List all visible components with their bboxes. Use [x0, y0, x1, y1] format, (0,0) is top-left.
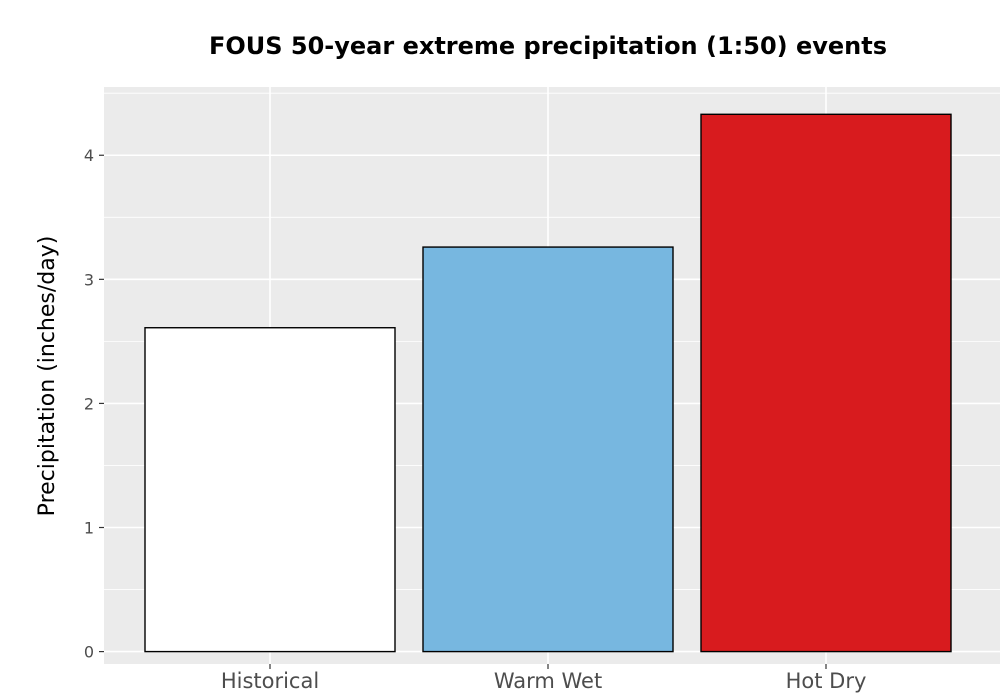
bar-warm-wet — [422, 246, 674, 653]
y-axis: 0 1 2 3 4 — [84, 146, 104, 662]
bar-historical — [144, 327, 396, 653]
bars — [144, 113, 952, 653]
x-tick-label: Warm Wet — [494, 669, 602, 693]
x-axis: Historical Warm Wet Hot Dry — [221, 664, 867, 693]
y-tick-label: 1 — [84, 519, 94, 538]
y-tick-label: 4 — [84, 146, 94, 165]
y-axis-label: Precipitation (inches/day) — [35, 236, 60, 517]
x-tick-label: Historical — [221, 669, 319, 693]
y-tick-label: 0 — [84, 643, 94, 662]
chart-title: FOUS 50-year extreme precipitation (1:50… — [209, 32, 887, 60]
y-tick-label: 2 — [84, 394, 94, 413]
x-tick-label: Hot Dry — [786, 669, 867, 693]
y-tick-label: 3 — [84, 270, 94, 289]
bar-hot-dry — [700, 113, 952, 653]
